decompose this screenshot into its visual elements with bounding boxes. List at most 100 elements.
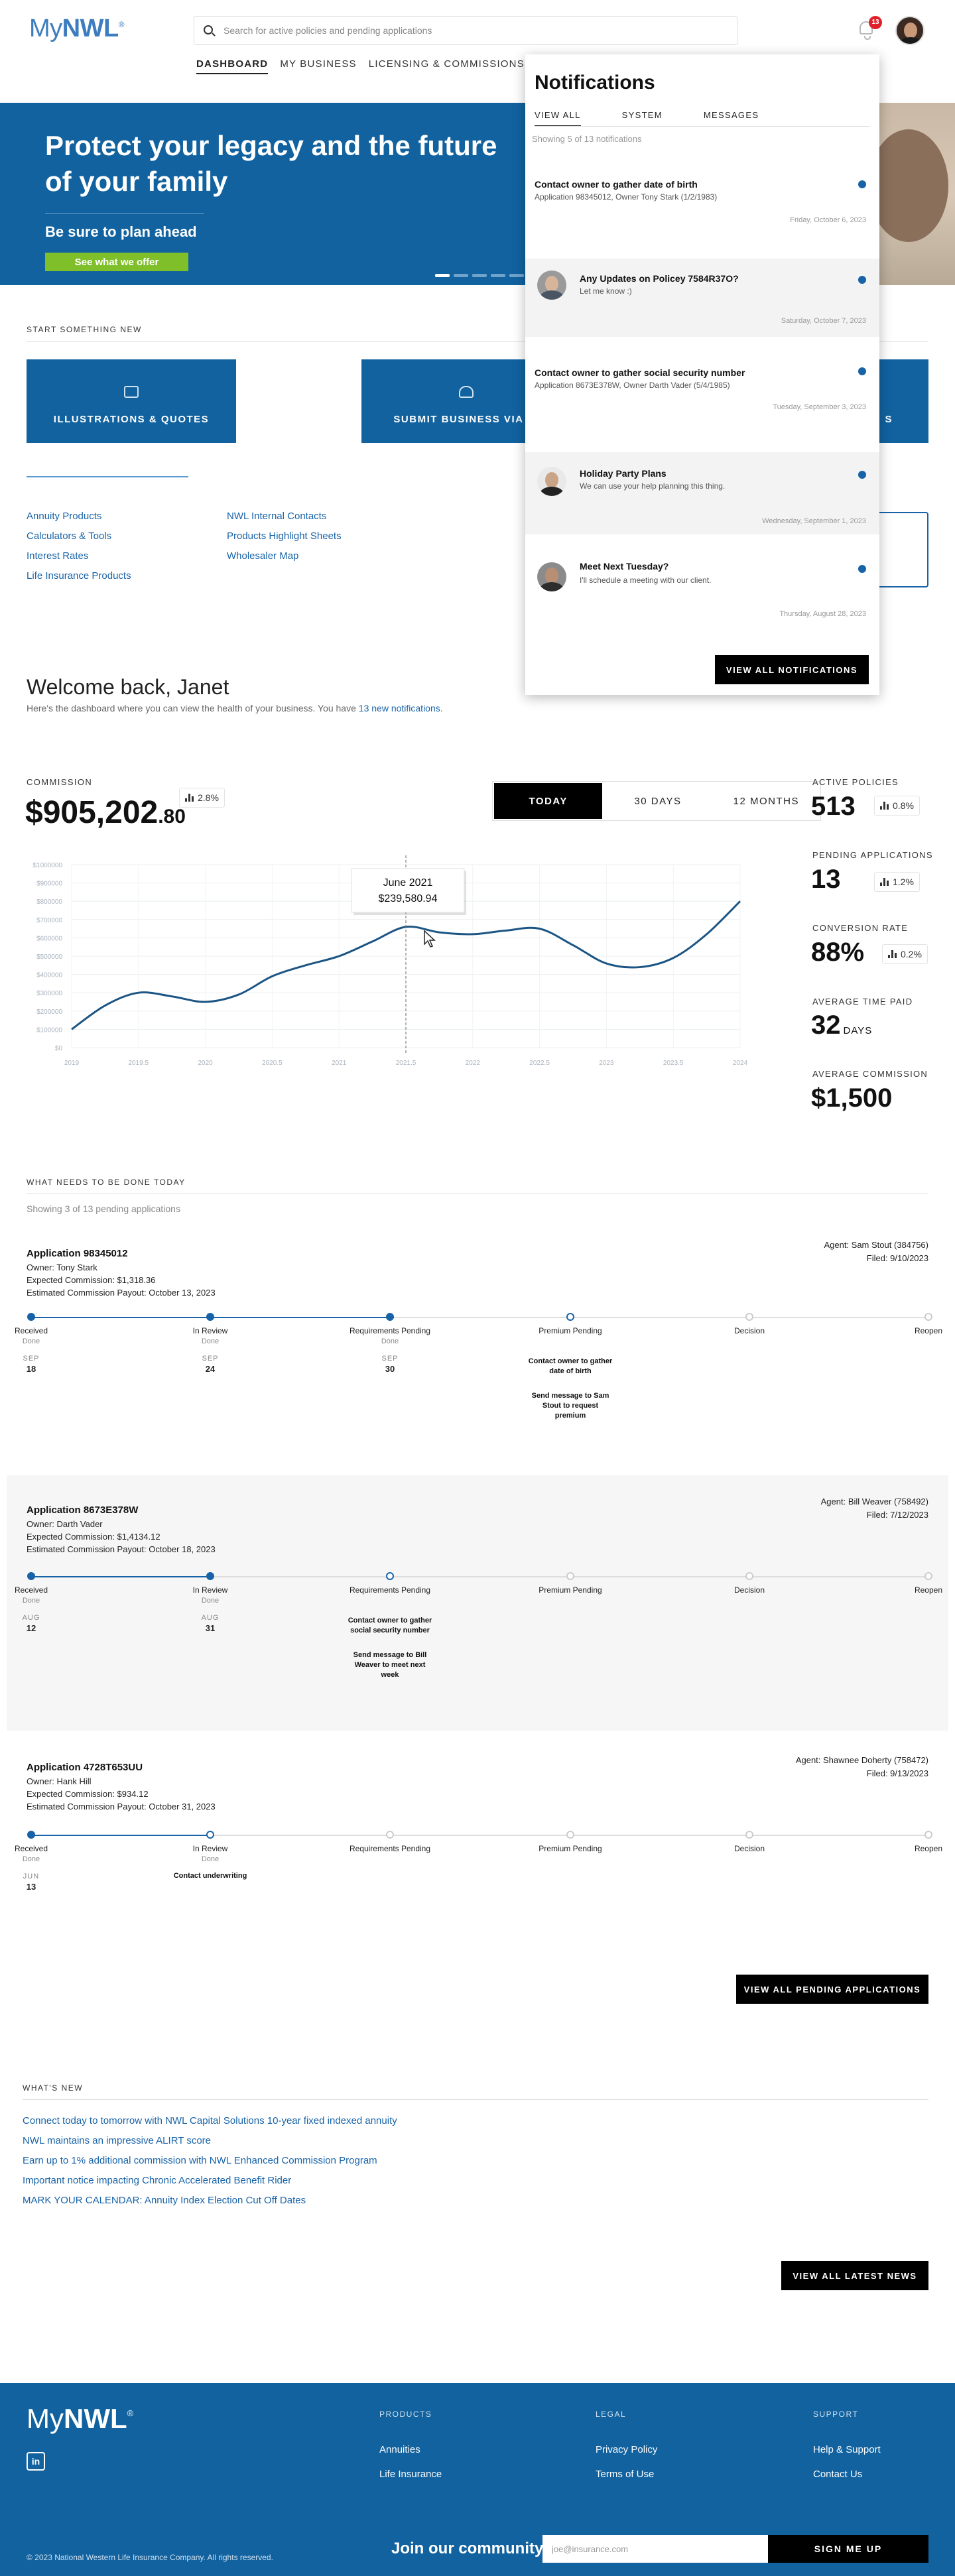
x-tick-label: 2021.5 bbox=[396, 1060, 416, 1067]
step-requirements-pending: Requirements Pending Done SEP 30 bbox=[347, 1313, 433, 1374]
site-footer: MyNWL® in PRODUCTS Annuities Life Insura… bbox=[0, 2383, 955, 2576]
news-link[interactable]: Earn up to 1% additional commission with… bbox=[23, 2155, 377, 2166]
step-requirements-pending: Requirements Pending bbox=[347, 1831, 433, 1853]
link-interest-rates[interactable]: Interest Rates bbox=[27, 550, 89, 562]
view-all-notifications-button[interactable]: VIEW ALL NOTIFICATIONS bbox=[715, 655, 869, 684]
link-calculators-tools[interactable]: Calculators & Tools bbox=[27, 530, 112, 542]
mynwl-logo[interactable]: MyNWL® bbox=[29, 15, 125, 42]
average-commission-value: $1,500 bbox=[811, 1083, 893, 1113]
nav-licensing-commissions[interactable]: LICENSING & COMMISSIONS bbox=[368, 58, 525, 70]
nav-dashboard[interactable]: DASHBOARD bbox=[196, 58, 269, 74]
conversion-rate-change-chip: 0.2% bbox=[882, 944, 928, 964]
news-link[interactable]: Important notice impacting Chronic Accel… bbox=[23, 2175, 292, 2186]
task-label[interactable]: Contact owner to gather social security … bbox=[348, 1617, 432, 1634]
nav-my-business[interactable]: MY BUSINESS bbox=[280, 58, 357, 70]
application-agent: Agent: Shawnee Doherty (758472) Filed: 9/… bbox=[795, 1755, 928, 1778]
application-card[interactable]: Application 8673E378W Owner: Darth Vader… bbox=[7, 1475, 948, 1731]
search-bar[interactable] bbox=[194, 16, 737, 45]
step-premium-pending: Premium Pending bbox=[527, 1831, 613, 1853]
x-tick-label: 2019 bbox=[64, 1060, 80, 1067]
carousel-dot[interactable] bbox=[472, 274, 487, 277]
application-title[interactable]: Application 98345012 bbox=[27, 1248, 128, 1259]
footer-heading: SUPPORT bbox=[813, 2410, 859, 2419]
search-icon bbox=[204, 25, 213, 34]
footer-link-help-support[interactable]: Help & Support bbox=[813, 2444, 881, 2455]
join-community-heading: Join our community bbox=[391, 2540, 544, 2557]
link-annuity-products[interactable]: Annuity Products bbox=[27, 511, 102, 522]
pending-applications-value: 13 bbox=[811, 865, 841, 894]
x-tick-label: 2019.5 bbox=[129, 1060, 149, 1067]
task-label[interactable]: Send message to Sam Stout to request pre… bbox=[531, 1392, 609, 1420]
hero-divider bbox=[45, 213, 204, 214]
illustrations-quotes-tile[interactable]: ILLUSTRATIONS & QUOTES bbox=[27, 359, 236, 443]
application-agent: Agent: Sam Stout (384756) Filed: 9/10/202… bbox=[824, 1240, 928, 1263]
link-products-highlight-sheets[interactable]: Products Highlight Sheets bbox=[227, 530, 342, 542]
footer-link-annuities[interactable]: Annuities bbox=[379, 2444, 420, 2455]
link-life-insurance-products[interactable]: Life Insurance Products bbox=[27, 570, 131, 582]
sign-me-up-button[interactable]: SIGN ME UP bbox=[768, 2535, 928, 2563]
user-avatar[interactable] bbox=[895, 16, 924, 45]
notification-item[interactable]: Contact owner to gather date of birth Ap… bbox=[525, 160, 879, 247]
progress-track bbox=[31, 1576, 926, 1577]
commission-line-chart[interactable]: $1000000 $900000 $800000 $700000 $600000 $500… bbox=[13, 855, 749, 1074]
y-tick-label: $0 bbox=[55, 1045, 63, 1052]
task-label[interactable]: Contact underwriting bbox=[173, 1872, 247, 1880]
link-nwl-internal-contacts[interactable]: NWL Internal Contacts bbox=[227, 511, 327, 522]
carousel-dot[interactable] bbox=[454, 274, 468, 277]
notification-item[interactable]: Contact owner to gather social security … bbox=[525, 353, 879, 439]
notifications-title: Notifications bbox=[535, 72, 655, 93]
view-all-latest-news-button[interactable]: VIEW ALL LATEST NEWS bbox=[781, 2261, 928, 2290]
pending-applications-label: PENDING APPLICATIONS bbox=[812, 850, 933, 860]
linkedin-icon[interactable]: in bbox=[27, 2452, 45, 2471]
notifications-tabs: VIEW ALL SYSTEM MESSAGES bbox=[535, 110, 800, 127]
notification-item[interactable]: Meet Next Tuesday? I'll schedule a meeti… bbox=[525, 548, 879, 634]
y-tick-label: $700000 bbox=[36, 917, 62, 924]
task-label[interactable]: Contact owner to gather date of birth bbox=[528, 1357, 613, 1375]
tab-system[interactable]: SYSTEM bbox=[621, 110, 663, 120]
news-link[interactable]: Connect today to tomorrow with NWL Capit… bbox=[23, 2115, 397, 2126]
link-wholesaler-map[interactable]: Wholesaler Map bbox=[227, 550, 299, 562]
notifications-panel: Notifications VIEW ALL SYSTEM MESSAGES S… bbox=[525, 54, 879, 695]
tab-view-all[interactable]: VIEW ALL bbox=[535, 110, 581, 127]
notification-date: Saturday, October 7, 2023 bbox=[781, 317, 866, 325]
section-divider bbox=[27, 341, 928, 342]
notification-title: Contact owner to gather date of birth bbox=[535, 179, 698, 190]
range-12-months-button[interactable]: 12 MONTHS bbox=[712, 782, 820, 820]
news-link[interactable]: MARK YOUR CALENDAR: Annuity Index Electi… bbox=[23, 2195, 306, 2206]
see-what-we-offer-button[interactable]: See what we offer bbox=[45, 253, 188, 271]
y-tick-label: $800000 bbox=[36, 898, 62, 906]
application-card[interactable]: Application 98345012 Owner: Tony Stark Ex… bbox=[7, 1233, 948, 1420]
average-time-paid-value: 32 DAYS bbox=[811, 1011, 873, 1040]
carousel-dot[interactable] bbox=[435, 274, 450, 277]
new-notifications-link[interactable]: 13 new notifications bbox=[358, 703, 440, 713]
start-something-new-label: START SOMETHING NEW bbox=[27, 325, 142, 334]
footer-link-privacy-policy[interactable]: Privacy Policy bbox=[596, 2444, 658, 2455]
average-time-paid-label: AVERAGE TIME PAID bbox=[812, 997, 913, 1007]
application-title[interactable]: Application 8673E378W bbox=[27, 1504, 139, 1516]
search-input[interactable] bbox=[223, 23, 714, 38]
notification-title: Holiday Party Plans bbox=[580, 468, 667, 479]
application-title[interactable]: Application 4728T653UU bbox=[27, 1762, 143, 1773]
pending-applications-change-chip: 1.2% bbox=[874, 872, 920, 892]
news-link[interactable]: NWL maintains an impressive ALIRT score bbox=[23, 2135, 211, 2146]
whats-new-label: WHAT'S NEW bbox=[23, 2083, 84, 2093]
range-30-days-button[interactable]: 30 DAYS bbox=[604, 782, 712, 820]
notification-item[interactable]: Holiday Party Plans We can use your help… bbox=[525, 452, 879, 534]
footer-link-terms-of-use[interactable]: Terms of Use bbox=[596, 2469, 655, 2480]
x-tick-label: 2023 bbox=[599, 1060, 614, 1067]
carousel-dot[interactable] bbox=[509, 274, 524, 277]
notification-item[interactable]: Any Updates on Policey 7584R37O? Let me … bbox=[525, 259, 879, 337]
view-all-pending-applications-button[interactable]: VIEW ALL PENDING APPLICATIONS bbox=[736, 1975, 928, 2004]
step-requirements-pending: Requirements Pending Contact owner to gat… bbox=[347, 1572, 433, 1680]
newsletter-email-input[interactable] bbox=[542, 2535, 768, 2563]
range-today-button[interactable]: TODAY bbox=[494, 783, 603, 819]
footer-logo[interactable]: MyNWL® bbox=[27, 2403, 134, 2434]
application-card[interactable]: Application 4728T653UU Owner: Hank Hill E… bbox=[7, 1754, 948, 1900]
footer-link-life-insurance[interactable]: Life Insurance bbox=[379, 2469, 442, 2480]
step-premium-pending: Premium Pending bbox=[527, 1572, 613, 1595]
tab-messages[interactable]: MESSAGES bbox=[703, 110, 759, 120]
footer-link-contact-us[interactable]: Contact Us bbox=[813, 2469, 863, 2480]
step-reopen: Reopen bbox=[885, 1831, 955, 1853]
carousel-dot[interactable] bbox=[491, 274, 505, 277]
task-label[interactable]: Send message to Bill Weaver to meet next… bbox=[353, 1651, 427, 1679]
